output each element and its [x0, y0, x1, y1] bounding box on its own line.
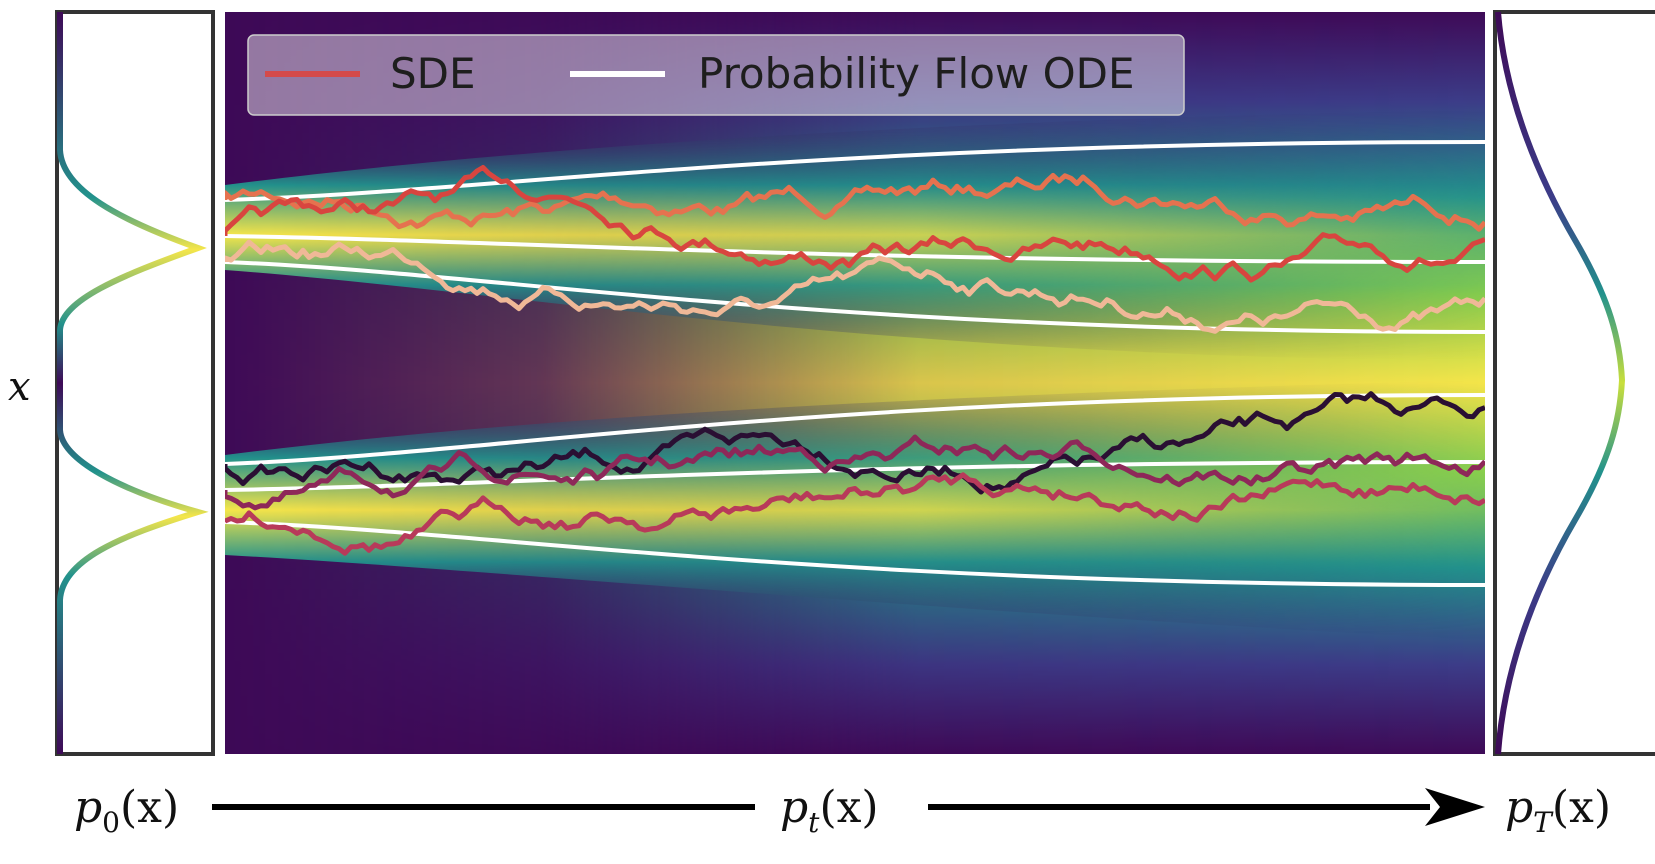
legend: SDE Probability Flow ODE: [247, 34, 1185, 116]
ode-trajectory: [225, 234, 1485, 264]
right-density-panel: [1493, 10, 1655, 756]
p0-bimodal-curve: [57, 12, 209, 754]
left-density-panel: [55, 10, 215, 756]
sde-trajectory: [225, 472, 1485, 556]
sde-trajectory: [225, 434, 1485, 511]
sde-trajectory: [225, 239, 1485, 334]
pT-label: pT(x): [1505, 782, 1611, 839]
bottom-annotation: p0(x) pt(x) pT(x): [74, 782, 1611, 839]
y-axis-label: x: [8, 364, 31, 410]
density-field: [225, 12, 1485, 754]
arrow-head: [1425, 788, 1485, 826]
sde-trajectory: [225, 391, 1485, 495]
ode-trajectory: [225, 460, 1485, 492]
ode-trajectory: [225, 520, 1485, 587]
ode-trajectory: [225, 393, 1485, 466]
ode-trajectory: [225, 140, 1485, 202]
pT-gaussian-curve: [1495, 11, 1626, 755]
sde-trajectory: [225, 165, 1485, 283]
ode-legend-label: Probability Flow ODE: [698, 49, 1135, 98]
sde-trajectory: [225, 172, 1485, 232]
pt-label: pt(x): [780, 782, 879, 839]
p0-label: p0(x): [74, 782, 179, 839]
sde-legend-label: SDE: [390, 49, 476, 98]
sde-trajectories: [225, 165, 1485, 556]
